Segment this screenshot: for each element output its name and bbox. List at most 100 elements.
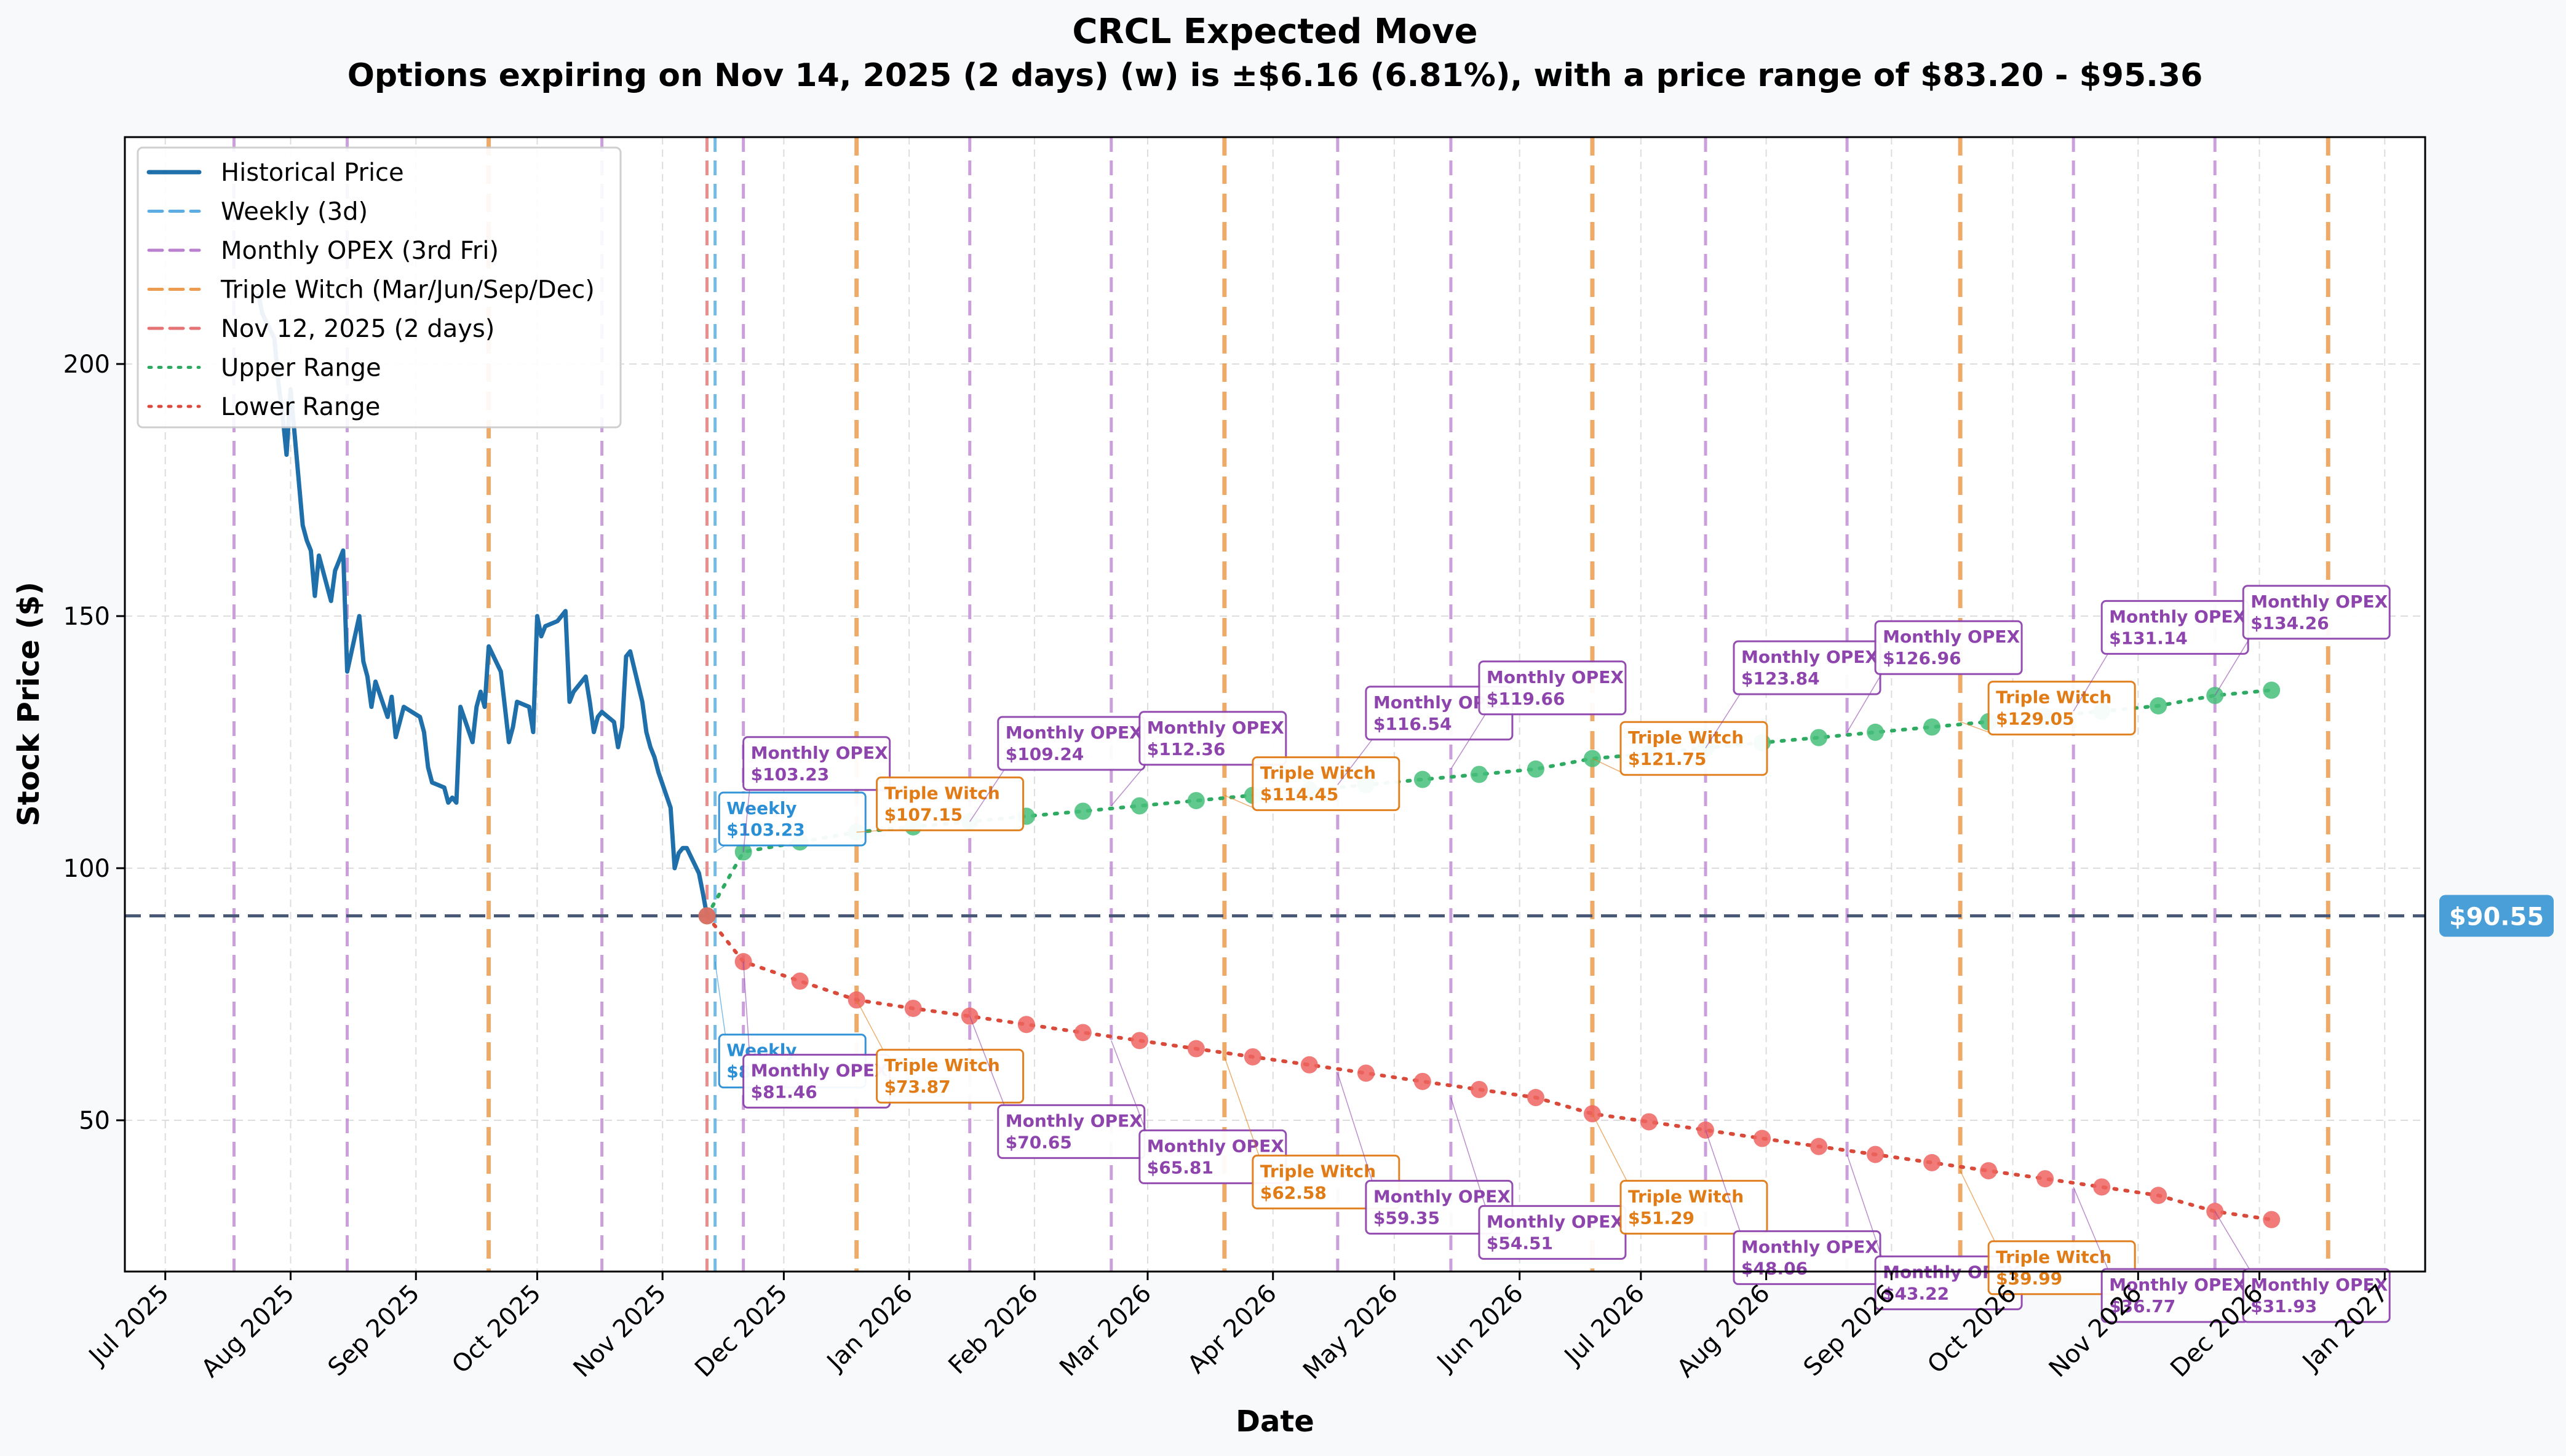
annotation-value: $116.54 — [1373, 714, 1452, 734]
annotation-title: Triple Witch — [1628, 1186, 1744, 1206]
annotation-box — [1987, 1240, 2136, 1296]
annotation-title: Monthly OPEX — [1006, 722, 1143, 743]
annotation-leader — [1111, 764, 1146, 807]
annotation-monthly-lower: Monthly OPEX$65.81 — [1111, 1040, 1287, 1184]
legend-label: Upper Range — [221, 354, 381, 382]
annotation-leader — [1337, 1073, 1373, 1181]
annotation-leader — [969, 1016, 1005, 1106]
annotation-triple-upper: Triple Witch$114.45 — [1224, 756, 1400, 812]
annotation-box — [718, 791, 867, 847]
annotation-title: Triple Witch — [884, 1055, 1000, 1075]
lower-range-point — [2263, 1211, 2281, 1228]
annotation-value: $36.77 — [2109, 1296, 2175, 1316]
lower-range-point — [1867, 1145, 1885, 1163]
annotation-monthly-upper: Monthly OPEX$126.96 — [1846, 620, 2023, 733]
lower-range-point — [1470, 1080, 1488, 1098]
annotation-value: $112.36 — [1147, 739, 1226, 759]
y-tick-label: 50 — [79, 1107, 110, 1135]
lower-range-point — [1300, 1056, 1318, 1074]
annotation-leader — [1450, 714, 1486, 770]
annotation-title: Monthly OPEX — [751, 743, 888, 763]
annotation-title: Monthly OPEX — [1147, 718, 1284, 738]
lower-range-point — [1754, 1130, 1771, 1147]
annotation-leader — [1450, 1097, 1486, 1206]
price-badge-box — [2439, 895, 2554, 937]
annotation-title: Monthly OPEX — [1147, 1136, 1284, 1156]
annotation-value: $81.46 — [751, 1082, 817, 1102]
annotation-value: $62.58 — [1260, 1182, 1327, 1203]
annotation-title: Triple Witch — [1996, 1247, 2111, 1267]
current-price-badge: $90.55 — [2439, 895, 2554, 937]
annotation-box — [1478, 660, 1627, 716]
annotation-value: $114.45 — [1260, 785, 1339, 805]
legend-label: Nov 12, 2025 (2 days) — [221, 315, 495, 343]
annotation-value: $70.65 — [1006, 1132, 1072, 1152]
annotation-title: Monthly OPEX — [1487, 667, 1624, 687]
lower-range-point — [1810, 1138, 1828, 1155]
lower-range-point — [1923, 1153, 1941, 1171]
annotation-value: $126.96 — [1883, 648, 1961, 668]
legend-label: Triple Witch (Mar/Jun/Sep/Dec) — [220, 276, 595, 304]
x-axis-label: Date — [1236, 1404, 1314, 1439]
legend: Historical Price Weekly (3d) Monthly OPEX … — [137, 146, 622, 429]
annotation-title: Triple Witch — [1628, 727, 1744, 748]
annotation-value: $59.35 — [1373, 1208, 1440, 1228]
annotation-value: $123.84 — [1741, 668, 1820, 689]
upper-range-point — [1527, 760, 1544, 778]
annotation-triple-lower: Triple Witch$73.87 — [856, 999, 1025, 1104]
annotation-box — [742, 736, 891, 791]
annotation-box — [2242, 1268, 2391, 1323]
chart-title: CRCL Expected Move — [1072, 12, 1477, 52]
annotation-title: Weekly — [726, 798, 796, 818]
upper-range-point — [1130, 797, 1148, 815]
annotation-title: Monthly OPEX — [751, 1060, 888, 1080]
lower-range-point — [1527, 1089, 1544, 1107]
y-tick-label: 100 — [63, 855, 110, 883]
lower-range-point — [791, 972, 809, 990]
annotation-leader — [1705, 1130, 1741, 1232]
annotation-box — [1619, 721, 1768, 776]
historical-price-line — [256, 293, 709, 917]
lower-range-point — [904, 999, 922, 1017]
annotation-value: $109.24 — [1006, 744, 1084, 764]
annotation-monthly-lower: Monthly OPEX$70.65 — [969, 1016, 1146, 1159]
annotation-value: $43.22 — [1883, 1283, 1949, 1304]
annotation-value: $54.51 — [1487, 1233, 1553, 1253]
lower-range-point — [1413, 1072, 1431, 1090]
legend-box — [137, 146, 622, 429]
annotation-title: Monthly OPEX — [1487, 1211, 1624, 1232]
y-axis: 50 100 150 200 — [63, 350, 125, 1135]
plot-frame — [124, 136, 2426, 1273]
annotation-title: Monthly OPEX — [1883, 627, 2020, 647]
annotation-title: Monthly OPEX — [2250, 1275, 2388, 1295]
upper-range-point — [1810, 729, 1828, 746]
annotation-leader — [1592, 1114, 1627, 1181]
annotation-leader — [1846, 1154, 1882, 1257]
annotation-monthly-upper: Monthly OPEX$103.23 — [742, 736, 891, 852]
annotation-box — [1619, 1179, 1768, 1235]
annotation-leader — [2214, 638, 2250, 696]
upper-range-point — [1074, 802, 1092, 820]
price-badge-label: $90.55 — [2449, 903, 2544, 931]
annotation-title: Triple Witch — [1996, 687, 2111, 708]
lower-range-point — [2150, 1187, 2167, 1205]
annotation-title: Triple Witch — [1260, 1161, 1376, 1181]
y-tick-label: 200 — [63, 350, 110, 379]
annotation-value: $131.14 — [2109, 628, 2188, 648]
upper-range-point — [1867, 723, 1885, 741]
annotation-value: $134.26 — [2250, 613, 2329, 633]
annotation-box — [1987, 681, 2136, 736]
lower-range-point — [698, 907, 716, 925]
annotation-leader — [715, 845, 726, 853]
legend-label: Monthly OPEX (3rd Fri) — [221, 237, 499, 265]
legend-label: Weekly (3d) — [221, 198, 368, 226]
annotation-monthly-upper: Monthly OPEX$123.84 — [1705, 640, 1881, 748]
annotation-monthly-upper: Monthly OPEX$131.14 — [2073, 599, 2249, 712]
upper-range-point — [1923, 718, 1941, 736]
lower-range-point — [1130, 1032, 1148, 1050]
annotation-value: $103.23 — [751, 764, 830, 785]
annotation-weekly-upper: Weekly$103.23 — [715, 791, 867, 853]
y-axis-label: Stock Price ($) — [12, 582, 46, 826]
annotation-monthly-lower: Monthly OPEX$59.35 — [1337, 1073, 1514, 1235]
